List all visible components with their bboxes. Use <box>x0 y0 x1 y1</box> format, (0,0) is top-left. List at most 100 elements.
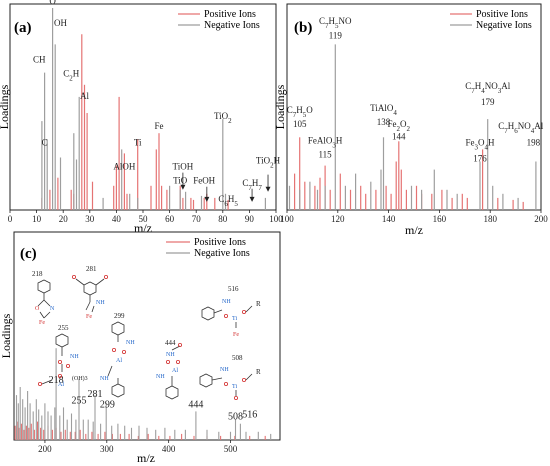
panel-b: 100 120 140 160 180 200 C7H5NO119C7H5O105FeAl… <box>273 3 548 237</box>
svg-text:NH: NH <box>156 374 165 380</box>
panel-a-ylabel: Loadings <box>0 84 11 129</box>
panel-a-frame <box>9 3 277 211</box>
svg-text:O: O <box>35 306 40 312</box>
panel-c-annotation: 299 <box>100 399 115 410</box>
panel-c-annotation: 255 <box>72 395 87 406</box>
svg-text:NH: NH <box>220 367 229 373</box>
panel-a-tick-label: 0 <box>8 214 13 224</box>
panel-b-xlabel: m/z <box>405 223 423 237</box>
svg-text:444: 444 <box>165 339 176 347</box>
panel-c-bars <box>14 348 272 440</box>
svg-text:Al: Al <box>58 382 64 388</box>
svg-text:NH: NH <box>222 299 231 305</box>
panel-b-annotation: 138 <box>377 117 391 127</box>
panel-b-tick-label: 120 <box>331 214 345 224</box>
panel-a-annotation: TiOH <box>173 162 194 172</box>
structure-281: 281 NH Fe <box>72 265 109 320</box>
svg-text:508: 508 <box>232 354 243 362</box>
legend-b-negative-label: Negative Ions <box>476 20 532 31</box>
panel-a-annotation: OH <box>54 18 67 28</box>
panel-c-legend: Positive Ions Negative Ions <box>166 237 250 259</box>
svg-text:NH: NH <box>166 352 175 358</box>
panel-a-annotation: CH <box>33 55 46 65</box>
panel-a-arrow-head <box>204 196 210 202</box>
panel-b-annotation: 115 <box>319 150 333 160</box>
panel-a-tick-label: 30 <box>85 214 95 224</box>
svg-text:NH: NH <box>70 354 79 360</box>
structure-218: 218 O N Fe <box>32 270 55 326</box>
panel-a: 0 10 20 30 40 50 60 70 80 90 100 CCHOOHC2HAlAlOHTi… <box>0 0 283 235</box>
legend-c-positive-label: Positive Ions <box>194 237 246 248</box>
panel-b-tick-label: 200 <box>534 214 548 224</box>
panel-c-annotation: 508 <box>228 412 243 423</box>
panel-c-annotation: 218 <box>49 375 64 386</box>
legend-b-positive-label: Positive Ions <box>476 9 528 20</box>
panel-b-tick-label: 100 <box>280 214 294 224</box>
panel-a-tick-label: 40 <box>112 214 122 224</box>
svg-text:Al: Al <box>116 358 122 364</box>
svg-text:NH: NH <box>100 376 109 382</box>
legend-a-positive-label: Positive Ions <box>204 9 256 20</box>
panel-a-tick-label: 90 <box>245 214 255 224</box>
panel-a-tick-label: 10 <box>32 214 42 224</box>
svg-text:Ti: Ti <box>232 384 237 390</box>
svg-text:NH: NH <box>126 340 135 346</box>
panel-a-arrow-head <box>180 184 186 190</box>
structure-255: 255 NH (OH)3 Al <box>38 324 88 388</box>
panel-c-annotation: 444 <box>188 399 203 410</box>
panel-b-tick-label: 180 <box>483 214 497 224</box>
panel-b-tick-label: 160 <box>433 214 447 224</box>
panel-a-annotation: Fe <box>155 121 164 131</box>
panel-c-xlabel: m/z <box>137 451 155 465</box>
panel-b-ylabel: Loadings <box>273 84 287 129</box>
structure-516: 516 NH Ti R Fe <box>201 285 261 338</box>
svg-text:218: 218 <box>32 270 43 278</box>
legend-a-negative-label: Negative Ions <box>204 20 260 31</box>
panel-b-legend: Positive Ions Negative Ions <box>450 9 532 31</box>
svg-text:516: 516 <box>228 285 239 293</box>
panel-a-bars <box>41 8 266 210</box>
panel-b-annotation: 119 <box>329 30 343 40</box>
panel-c-tick-label: 300 <box>100 444 114 454</box>
panel-a-annotations: CCHOOHC2HAlAlOHTiFeTiOTiOHFeOHTiO2C6H5C7… <box>33 0 281 208</box>
svg-text:Fe: Fe <box>233 332 239 338</box>
panel-c-tick-label: 400 <box>162 444 176 454</box>
panel-c-tick-label: 500 <box>224 444 238 454</box>
structure-444: 444 NH Al NH <box>156 339 182 400</box>
panel-b-ticks: 100 120 140 160 180 200 <box>280 210 548 224</box>
svg-text:NH: NH <box>96 300 105 306</box>
panel-a-tick-label: 70 <box>192 214 202 224</box>
legend-c-negative-label: Negative Ions <box>194 248 250 259</box>
panel-a-tick-label: 100 <box>269 214 283 224</box>
structure-299: 299 NH Al NH <box>100 312 135 398</box>
svg-text:R: R <box>256 300 261 308</box>
svg-text:Fe: Fe <box>39 320 45 326</box>
panel-c-annotation: 281 <box>88 389 103 400</box>
panel-a-annotation: C <box>42 137 48 147</box>
svg-text:281: 281 <box>86 265 97 273</box>
panel-a-annotation: Ti <box>134 137 142 147</box>
svg-text:299: 299 <box>114 312 125 320</box>
panel-a-tick-label: 50 <box>139 214 149 224</box>
panel-c-frame <box>13 231 281 441</box>
svg-text:R: R <box>256 368 261 376</box>
panel-a-legend: Positive Ions Negative Ions <box>178 9 260 31</box>
svg-text:Al: Al <box>172 368 178 374</box>
panel-b-annotation: 179 <box>481 97 495 107</box>
panel-a-ticks: 0 10 20 30 40 50 60 70 80 90 100 <box>8 210 283 224</box>
panel-a-annotation: FeOH <box>193 176 215 186</box>
svg-text:N: N <box>50 306 55 312</box>
panel-b-annotation: 176 <box>473 154 487 164</box>
panel-b-tag: (b) <box>294 20 312 36</box>
panel-b-annotation: 144 <box>392 131 406 141</box>
panel-b-tick-label: 140 <box>382 214 396 224</box>
panel-a-annotation: O <box>49 0 56 6</box>
panel-a-arrow-head <box>249 196 255 202</box>
svg-text:255: 255 <box>58 324 69 332</box>
panel-c-ylabel: Loadings <box>0 313 13 358</box>
panel-a-tick-label: 80 <box>218 214 228 224</box>
panel-a-tick-label: 20 <box>59 214 69 224</box>
